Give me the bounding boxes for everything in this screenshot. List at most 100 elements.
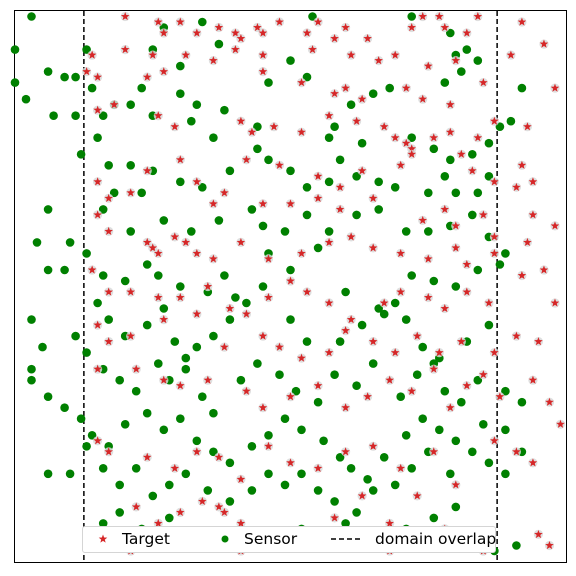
sensor-point (446, 28, 455, 38)
sensor-point (390, 480, 400, 490)
target-point (511, 447, 521, 457)
target-point (142, 452, 152, 462)
target-point (434, 348, 444, 358)
sensor-point (159, 216, 169, 225)
target-point (296, 353, 307, 363)
target-point (269, 122, 279, 132)
sensor-point (126, 161, 135, 170)
target-point (131, 502, 141, 512)
sensor-point (385, 83, 395, 93)
target-point (352, 116, 362, 126)
sensor-point (93, 298, 102, 308)
target-point (104, 337, 114, 347)
target-point (258, 403, 268, 413)
target-point (285, 392, 296, 402)
target-point (412, 331, 422, 341)
sensor-point (374, 177, 384, 187)
sensor-point (76, 150, 86, 159)
sensor-point (225, 166, 235, 176)
target-series (82, 11, 566, 556)
sensor-point (27, 375, 36, 385)
target-point (159, 67, 169, 77)
sensor-point (352, 210, 361, 220)
target-point (440, 22, 450, 33)
target-point (192, 177, 202, 187)
sensor-point (82, 442, 91, 451)
sensor-point (368, 359, 378, 368)
target-point (407, 386, 417, 396)
target-point (142, 166, 152, 176)
sensor-point (429, 144, 439, 154)
sensor-point (198, 17, 207, 27)
target-point (506, 50, 516, 60)
target-point (258, 199, 268, 209)
target-point (313, 171, 323, 181)
sensor-point (32, 238, 42, 247)
target-point (495, 392, 505, 402)
target-point (197, 496, 207, 506)
target-point (489, 232, 499, 242)
target-point (219, 342, 229, 352)
sensor-point (330, 370, 339, 380)
sensor-point (225, 315, 235, 324)
sensor-point (484, 172, 494, 181)
legend-label-sensor: Sensor (244, 530, 298, 548)
target-point (385, 518, 395, 529)
legend-label-overlap: domain overlap (375, 530, 497, 548)
sensor-point (253, 144, 262, 154)
plot-area (14, 10, 567, 563)
target-point (258, 331, 268, 341)
sensor-point (440, 172, 450, 181)
target-point (247, 127, 257, 137)
target-point (473, 11, 483, 22)
sensor-point (286, 166, 295, 176)
sensor-point (181, 469, 191, 479)
target-point (407, 149, 417, 159)
sensor-point (181, 353, 191, 363)
sensor-point (104, 315, 113, 324)
target-point (236, 474, 246, 484)
target-point (489, 177, 499, 187)
sensor-point (324, 133, 334, 142)
target-point (313, 193, 323, 203)
sensor-point (236, 375, 246, 385)
sensor-point (170, 337, 180, 346)
target-point (153, 248, 163, 258)
sensor-point (98, 205, 108, 214)
target-point (335, 204, 345, 214)
sensor-point (396, 392, 406, 402)
sensor-point (71, 111, 80, 120)
target-point (390, 348, 400, 358)
sensor-point (27, 364, 36, 374)
sensor-point (457, 397, 466, 407)
sensor-point (468, 150, 477, 159)
sensor-point (82, 249, 91, 258)
target-point (396, 248, 406, 258)
target-point (341, 326, 351, 336)
sensor-point (418, 342, 428, 352)
sensor-point (335, 155, 345, 165)
sensor-point (264, 431, 273, 440)
sensor-point (495, 260, 505, 269)
sensor-point (435, 425, 444, 435)
sensor-point (176, 89, 185, 98)
sensor-point (446, 469, 455, 479)
legend-label-target: Target (122, 530, 170, 548)
target-point (214, 22, 224, 33)
sensor-point (473, 56, 483, 65)
sensor-point (468, 210, 477, 220)
target-point (274, 160, 285, 170)
target-point (396, 463, 406, 473)
target-point (208, 56, 218, 66)
sensor-point (176, 282, 185, 291)
sensor-point (297, 425, 306, 435)
sensor-point (43, 205, 53, 214)
sensor-point (21, 94, 31, 104)
target-point (263, 441, 274, 451)
target-point (126, 287, 136, 297)
target-point (456, 149, 466, 159)
target-point (429, 447, 439, 457)
sensor-point (501, 425, 510, 435)
target-point (120, 11, 130, 22)
sensor-point (330, 122, 339, 131)
